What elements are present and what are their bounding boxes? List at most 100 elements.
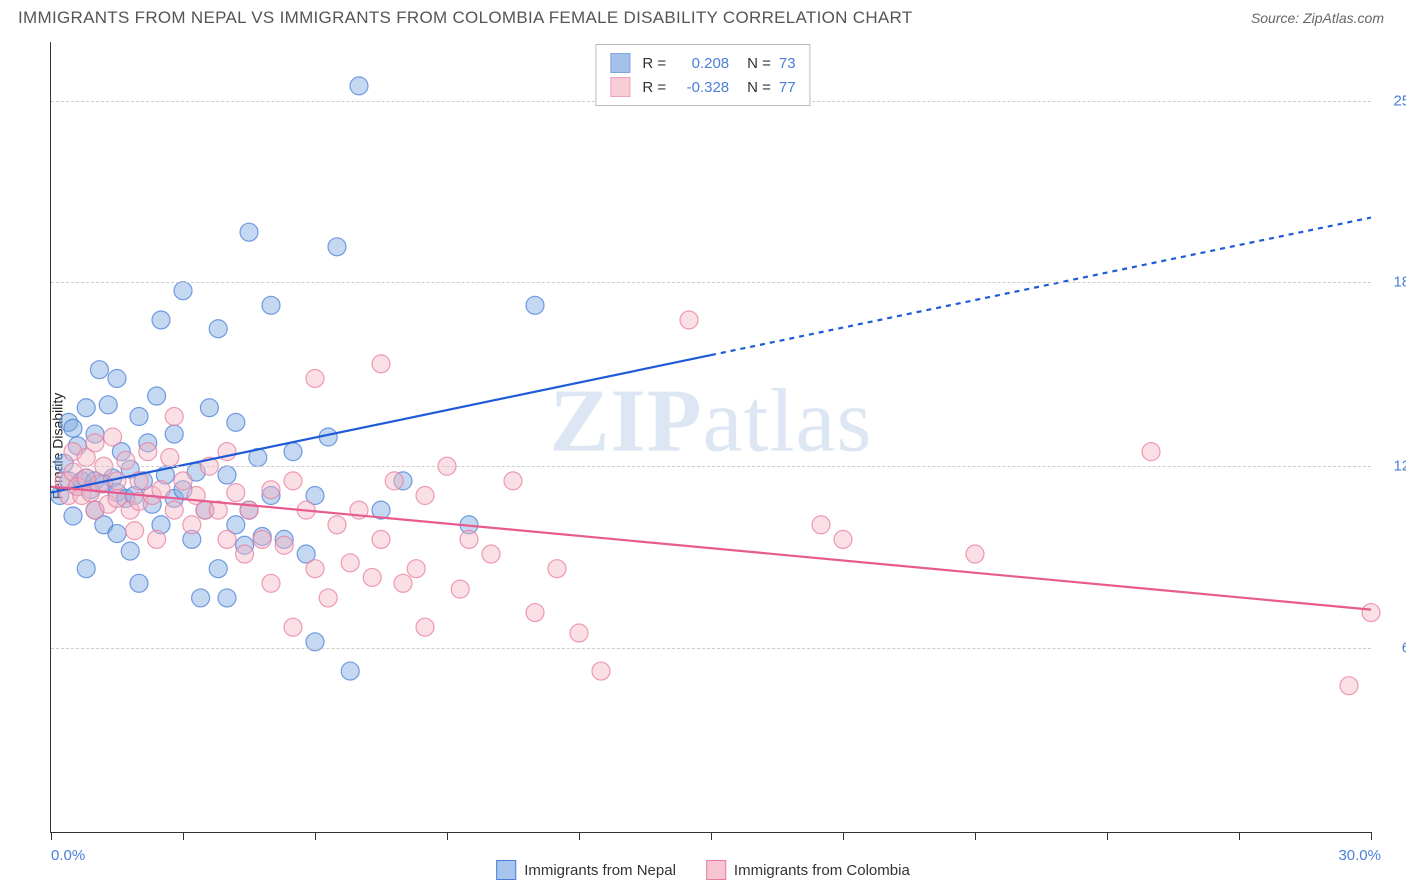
scatter-point [174, 472, 192, 490]
scatter-point [341, 554, 359, 572]
gridline [51, 282, 1371, 283]
scatter-point [306, 369, 324, 387]
scatter-point [262, 296, 280, 314]
scatter-point [165, 408, 183, 426]
scatter-point [592, 662, 610, 680]
scatter-point [148, 387, 166, 405]
scatter-point [77, 399, 95, 417]
scatter-point [526, 296, 544, 314]
legend-swatch [496, 860, 516, 880]
scatter-point [482, 545, 500, 563]
scatter-point [99, 396, 117, 414]
scatter-point [460, 530, 478, 548]
x-tick [711, 832, 712, 840]
source-label: Source: ZipAtlas.com [1251, 10, 1384, 26]
legend-series-item: Immigrants from Nepal [496, 860, 676, 880]
y-tick-label: 12.5% [1393, 458, 1406, 475]
scatter-point [90, 361, 108, 379]
trend-line-extrapolated [711, 218, 1371, 356]
scatter-point [570, 624, 588, 642]
x-tick [975, 832, 976, 840]
scatter-point [284, 472, 302, 490]
scatter-point [341, 662, 359, 680]
y-tick-label: 18.8% [1393, 273, 1406, 290]
x-tick [447, 832, 448, 840]
n-value: 73 [779, 55, 796, 72]
chart-container: IMMIGRANTS FROM NEPAL VS IMMIGRANTS FROM… [0, 0, 1406, 892]
scatter-point [253, 530, 271, 548]
scatter-point [218, 589, 236, 607]
scatter-point [183, 516, 201, 534]
scatter-point [504, 472, 522, 490]
scatter-point [834, 530, 852, 548]
scatter-point [130, 408, 148, 426]
scatter-point [227, 484, 245, 502]
scatter-point [64, 419, 82, 437]
scatter-point [812, 516, 830, 534]
n-value: 77 [779, 79, 796, 96]
scatter-point [680, 311, 698, 329]
scatter-point [165, 501, 183, 519]
scatter-point [394, 574, 412, 592]
legend-series-item: Immigrants from Colombia [706, 860, 910, 880]
x-tick [579, 832, 580, 840]
x-tick [1239, 832, 1240, 840]
scatter-point [152, 311, 170, 329]
scatter-point [966, 545, 984, 563]
legend-series: Immigrants from Nepal Immigrants from Col… [496, 860, 910, 880]
scatter-point [1340, 677, 1358, 695]
scatter-point [284, 618, 302, 636]
scatter-point [108, 369, 126, 387]
x-tick [843, 832, 844, 840]
x-max-label: 30.0% [1338, 847, 1381, 864]
scatter-point [192, 589, 210, 607]
scatter-point [526, 604, 544, 622]
scatter-point [174, 282, 192, 300]
r-value: 0.208 [674, 55, 729, 72]
scatter-point [108, 525, 126, 543]
scatter-point [148, 530, 166, 548]
x-tick [315, 832, 316, 840]
scatter-point [416, 487, 434, 505]
chart-title: IMMIGRANTS FROM NEPAL VS IMMIGRANTS FROM… [18, 8, 913, 28]
scatter-point [319, 589, 337, 607]
r-label: R = [642, 79, 666, 96]
gridline [51, 466, 1371, 467]
legend-correlation: R =0.208N =73R =-0.328N =77 [595, 44, 810, 106]
scatter-point [363, 568, 381, 586]
x-tick [1107, 832, 1108, 840]
scatter-point [218, 466, 236, 484]
scatter-point [64, 507, 82, 525]
n-label: N = [747, 79, 771, 96]
scatter-point [121, 542, 139, 560]
plot-area: ZIPatlas 6.3%12.5%18.8%25.0%0.0%30.0% [50, 42, 1371, 833]
scatter-point [275, 536, 293, 554]
scatter-point [306, 560, 324, 578]
x-tick [183, 832, 184, 840]
scatter-point [372, 530, 390, 548]
legend-swatch [610, 77, 630, 97]
scatter-point [284, 443, 302, 461]
scatter-point [218, 530, 236, 548]
scatter-point [104, 428, 122, 446]
n-label: N = [747, 55, 771, 72]
scatter-point [385, 472, 403, 490]
scatter-point [407, 560, 425, 578]
scatter-point [328, 516, 346, 534]
plot-svg [51, 42, 1371, 832]
scatter-point [130, 574, 148, 592]
scatter-point [209, 560, 227, 578]
scatter-point [139, 443, 157, 461]
scatter-point [451, 580, 469, 598]
r-label: R = [642, 55, 666, 72]
scatter-point [240, 223, 258, 241]
legend-swatch [706, 860, 726, 880]
legend-correlation-row: R = 0.208 N = 73 [610, 51, 795, 75]
scatter-point [236, 545, 254, 563]
y-tick-label: 25.0% [1393, 92, 1406, 109]
scatter-point [350, 77, 368, 95]
scatter-point [161, 448, 179, 466]
scatter-point [165, 425, 183, 443]
x-tick [51, 832, 52, 840]
legend-series-label: Immigrants from Nepal [524, 862, 676, 879]
